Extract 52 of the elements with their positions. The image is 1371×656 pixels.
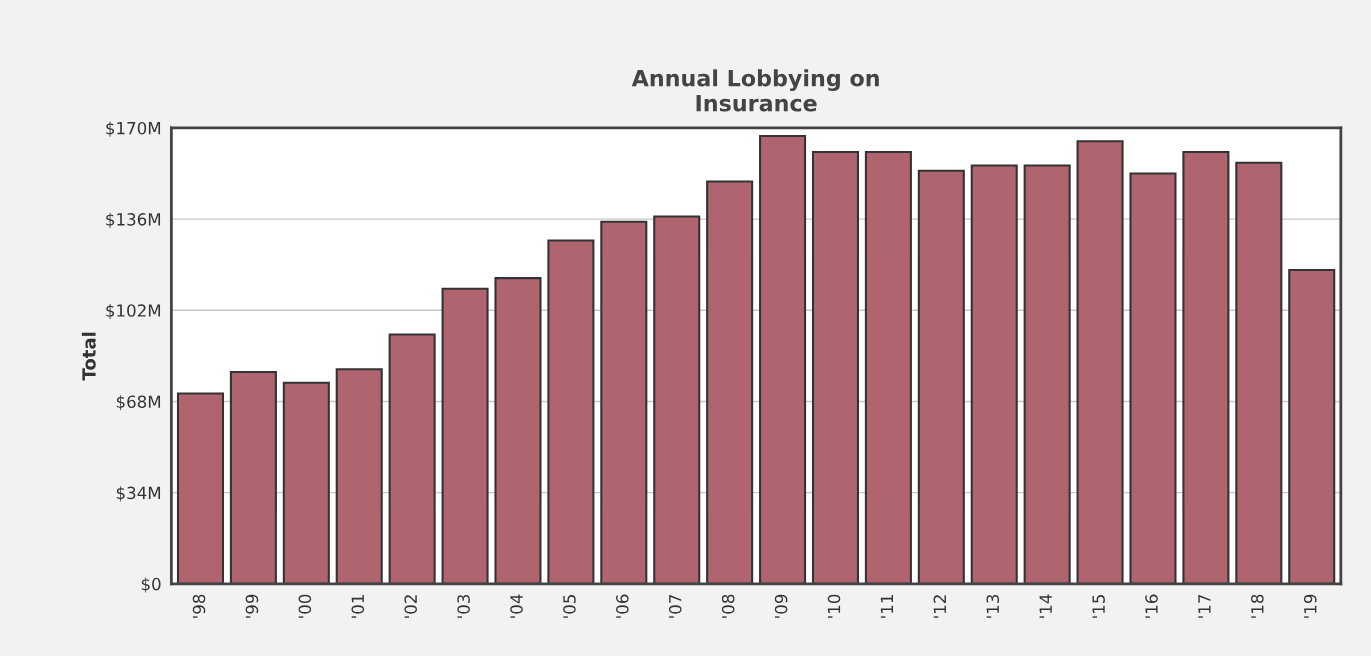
y-tick-label: $34M [116,486,161,502]
x-tick-label: '01 [351,595,365,618]
x-tick-label: '98 [192,594,206,618]
bar [1182,151,1230,584]
x-tick-label: '07 [668,594,682,618]
bar [811,151,860,584]
bar [1023,164,1071,584]
y-axis-title: Total [81,332,96,381]
x-tick-label: '10 [827,594,841,618]
x-tick-label: '19 [1303,594,1317,618]
x-tick-label: '16 [1145,594,1158,618]
y-tick-label: $136M [106,212,161,228]
bar [494,277,542,584]
bar [864,151,912,584]
bar [335,368,383,584]
x-tick-label: '11 [880,595,893,618]
bar [547,239,595,584]
y-tick-label: $68M [116,395,161,411]
bar [1288,269,1336,584]
bar [759,134,807,584]
x-tick-label: '12 [933,595,946,618]
y-tick-label: $102M [106,303,161,320]
bar [1076,140,1124,584]
x-tick-label: '18 [1251,594,1264,618]
bar [970,164,1018,584]
x-tick-label: '02 [404,595,417,618]
x-tick-label: '14 [1039,594,1052,618]
bar [176,392,225,584]
x-tick-label: '99 [245,594,259,618]
x-tick-label: '09 [774,594,788,618]
y-tick-label: $170M [106,121,161,137]
x-tick-label: '04 [510,594,523,618]
bar [282,381,330,584]
x-tick-label: '06 [616,594,629,618]
x-tick-label: '08 [721,594,735,618]
bar [229,370,277,584]
x-tick-label: '15 [1092,595,1105,618]
x-tick-label: '03 [457,594,470,618]
bar [1129,172,1177,584]
bar [441,287,489,584]
bar [917,169,965,584]
x-tick-label: '00 [298,594,312,618]
x-tick-label: '13 [986,594,1000,618]
bar [706,180,754,584]
bar [600,220,648,584]
bar [388,333,436,584]
bar [1235,161,1283,584]
x-tick-label: '17 [1198,594,1211,618]
bar [653,215,701,584]
y-tick-label: $0 [141,577,161,593]
x-tick-label: '05 [563,595,576,618]
chart-title: Annual Lobbying on Insurance [631,69,879,112]
